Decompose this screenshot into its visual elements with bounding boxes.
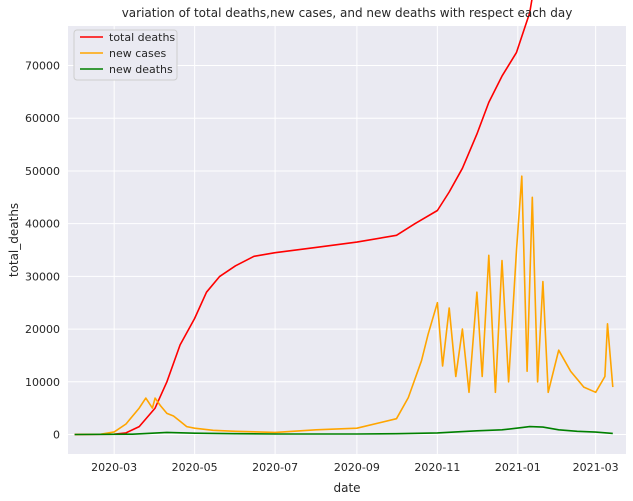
chart-title: variation of total deaths,new cases, and… [122, 6, 573, 20]
series-line-new-deaths [74, 425, 613, 436]
y-tick-label: 0 [53, 428, 60, 441]
legend: total deaths new cases new deaths [73, 29, 178, 81]
y-tick-label: 40000 [25, 218, 60, 231]
x-axis-ticks: 2020-03 2020-05 2020-07 2020-09 2020-11 2021-… [91, 461, 618, 474]
y-tick-label: 30000 [25, 270, 60, 283]
series-line-new-cases [74, 175, 614, 436]
x-tick-label: 2020-07 [252, 461, 298, 474]
series-group [74, 0, 614, 436]
y-axis-title: total_deaths [7, 203, 21, 277]
x-tick-label: 2020-09 [334, 461, 380, 474]
x-tick-label: 2020-11 [414, 461, 460, 474]
x-tick-label: 2020-05 [172, 461, 218, 474]
legend-box [73, 29, 178, 81]
y-tick-label: 10000 [25, 376, 60, 389]
legend-label-new-cases: new cases [109, 47, 167, 60]
plot-background [68, 26, 626, 454]
x-tick-label: 2020-03 [91, 461, 137, 474]
legend-label-new-deaths: new deaths [109, 63, 173, 76]
x-tick-label: 2021-03 [573, 461, 619, 474]
x-axis-title: date [333, 481, 360, 495]
series-line-total-deaths [74, 0, 533, 436]
y-axis-ticks: 0 10000 20000 30000 40000 50000 60000 70000 [25, 60, 60, 442]
y-tick-label: 20000 [25, 323, 60, 336]
y-tick-label: 60000 [25, 112, 60, 125]
legend-label-total-deaths: total deaths [109, 31, 175, 44]
x-tick-label: 2021-01 [495, 461, 541, 474]
y-tick-label: 50000 [25, 165, 60, 178]
y-tick-label: 70000 [25, 60, 60, 73]
